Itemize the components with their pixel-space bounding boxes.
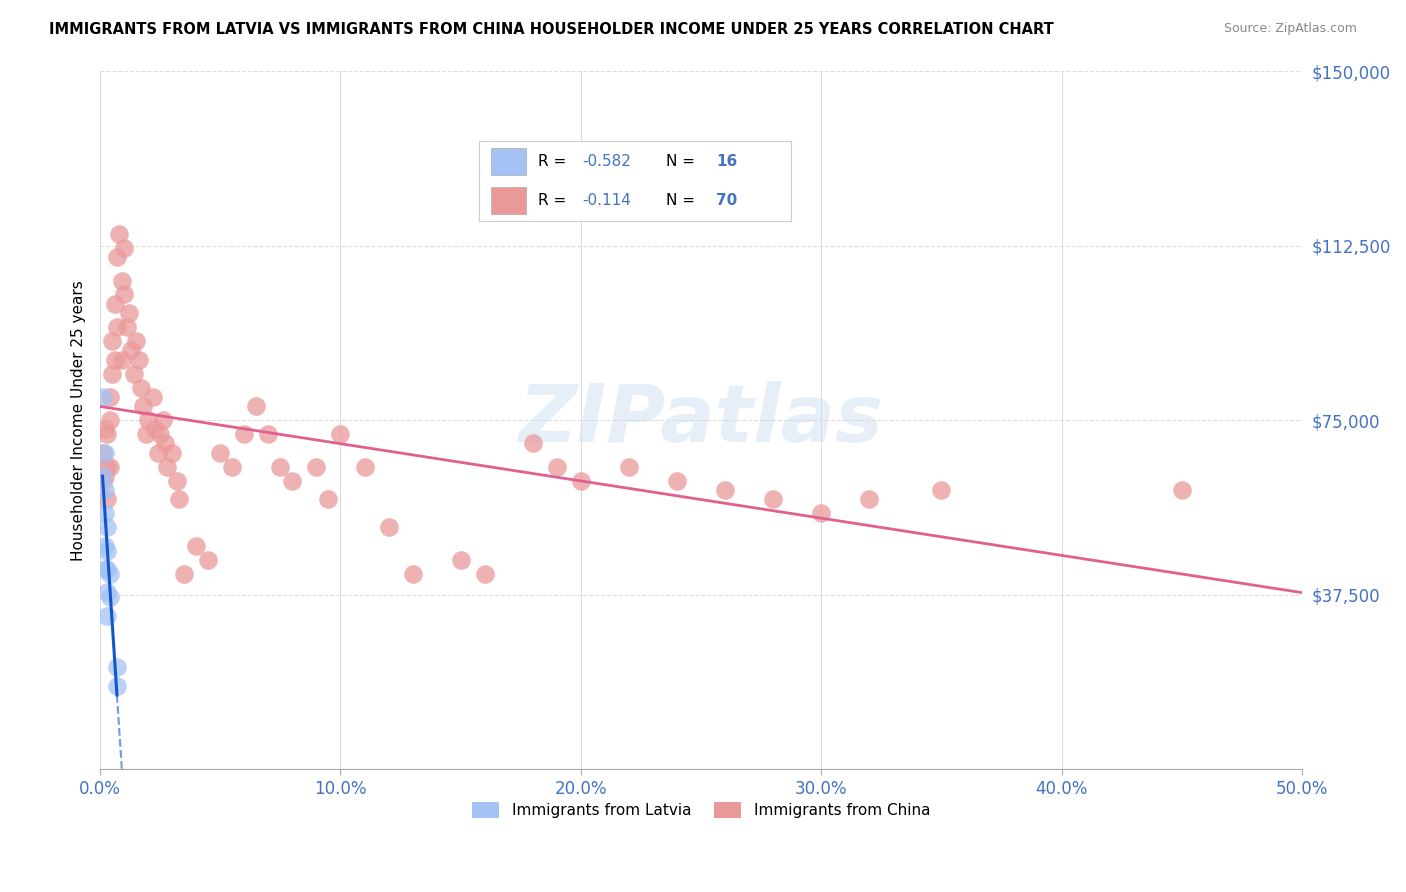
Point bbox=[105, 320, 128, 334]
Point bbox=[112, 241, 135, 255]
Point bbox=[474, 566, 496, 581]
Point bbox=[91, 469, 114, 483]
Point bbox=[173, 566, 195, 581]
Point bbox=[112, 287, 135, 301]
Point bbox=[305, 459, 328, 474]
Legend: Immigrants from Latvia, Immigrants from China: Immigrants from Latvia, Immigrants from … bbox=[465, 797, 936, 824]
Point bbox=[377, 520, 399, 534]
Point bbox=[96, 520, 118, 534]
Point bbox=[136, 413, 159, 427]
Point bbox=[329, 427, 352, 442]
Point bbox=[96, 492, 118, 507]
Point bbox=[94, 422, 117, 436]
Point bbox=[162, 446, 184, 460]
Point bbox=[353, 459, 375, 474]
Y-axis label: Householder Income Under 25 years: Householder Income Under 25 years bbox=[72, 280, 86, 560]
Point bbox=[105, 660, 128, 674]
Point bbox=[169, 492, 191, 507]
Point bbox=[98, 590, 121, 604]
Point bbox=[96, 562, 118, 576]
Point bbox=[156, 459, 179, 474]
Point bbox=[94, 506, 117, 520]
Point bbox=[111, 352, 134, 367]
Point bbox=[245, 399, 267, 413]
Point bbox=[762, 492, 785, 507]
Text: IMMIGRANTS FROM LATVIA VS IMMIGRANTS FROM CHINA HOUSEHOLDER INCOME UNDER 25 YEAR: IMMIGRANTS FROM LATVIA VS IMMIGRANTS FRO… bbox=[49, 22, 1054, 37]
Point bbox=[146, 446, 169, 460]
Point bbox=[128, 352, 150, 367]
Point bbox=[122, 367, 145, 381]
Point bbox=[145, 422, 167, 436]
Point bbox=[98, 390, 121, 404]
Point bbox=[105, 679, 128, 693]
Point bbox=[94, 469, 117, 483]
Point bbox=[108, 227, 131, 241]
Point bbox=[153, 436, 176, 450]
Point bbox=[318, 492, 340, 507]
Point bbox=[546, 459, 568, 474]
Point bbox=[94, 483, 117, 497]
Point bbox=[221, 459, 243, 474]
Point bbox=[257, 427, 280, 442]
Point bbox=[401, 566, 423, 581]
Point bbox=[98, 459, 121, 474]
Point bbox=[233, 427, 256, 442]
Point bbox=[281, 474, 304, 488]
Point bbox=[101, 334, 124, 348]
Point bbox=[115, 320, 138, 334]
Point bbox=[94, 562, 117, 576]
Point bbox=[101, 367, 124, 381]
Point bbox=[1170, 483, 1192, 497]
Point bbox=[120, 343, 142, 358]
Point bbox=[269, 459, 291, 474]
Point bbox=[111, 273, 134, 287]
Point bbox=[617, 459, 640, 474]
Point bbox=[118, 306, 141, 320]
Point bbox=[149, 427, 172, 442]
Point bbox=[98, 413, 121, 427]
Point bbox=[522, 436, 544, 450]
Point bbox=[450, 553, 472, 567]
Point bbox=[94, 539, 117, 553]
Point bbox=[714, 483, 737, 497]
Point bbox=[810, 506, 832, 520]
Point bbox=[94, 446, 117, 460]
Point bbox=[152, 413, 174, 427]
Point bbox=[96, 427, 118, 442]
Point bbox=[186, 539, 208, 553]
Point bbox=[96, 585, 118, 599]
Point bbox=[132, 399, 155, 413]
Point bbox=[569, 474, 592, 488]
Point bbox=[96, 459, 118, 474]
Point bbox=[96, 608, 118, 623]
Point bbox=[197, 553, 219, 567]
Point bbox=[98, 566, 121, 581]
Point bbox=[142, 390, 165, 404]
Point bbox=[135, 427, 157, 442]
Point bbox=[125, 334, 148, 348]
Point bbox=[931, 483, 953, 497]
Point bbox=[858, 492, 880, 507]
Point bbox=[209, 446, 232, 460]
Point bbox=[105, 250, 128, 264]
Point bbox=[91, 446, 114, 460]
Point bbox=[129, 381, 152, 395]
Text: ZIPatlas: ZIPatlas bbox=[519, 381, 883, 459]
Point bbox=[91, 390, 114, 404]
Point bbox=[166, 474, 188, 488]
Point bbox=[96, 543, 118, 558]
Point bbox=[91, 474, 114, 488]
Point bbox=[103, 297, 125, 311]
Point bbox=[665, 474, 688, 488]
Point bbox=[103, 352, 125, 367]
Text: Source: ZipAtlas.com: Source: ZipAtlas.com bbox=[1223, 22, 1357, 36]
